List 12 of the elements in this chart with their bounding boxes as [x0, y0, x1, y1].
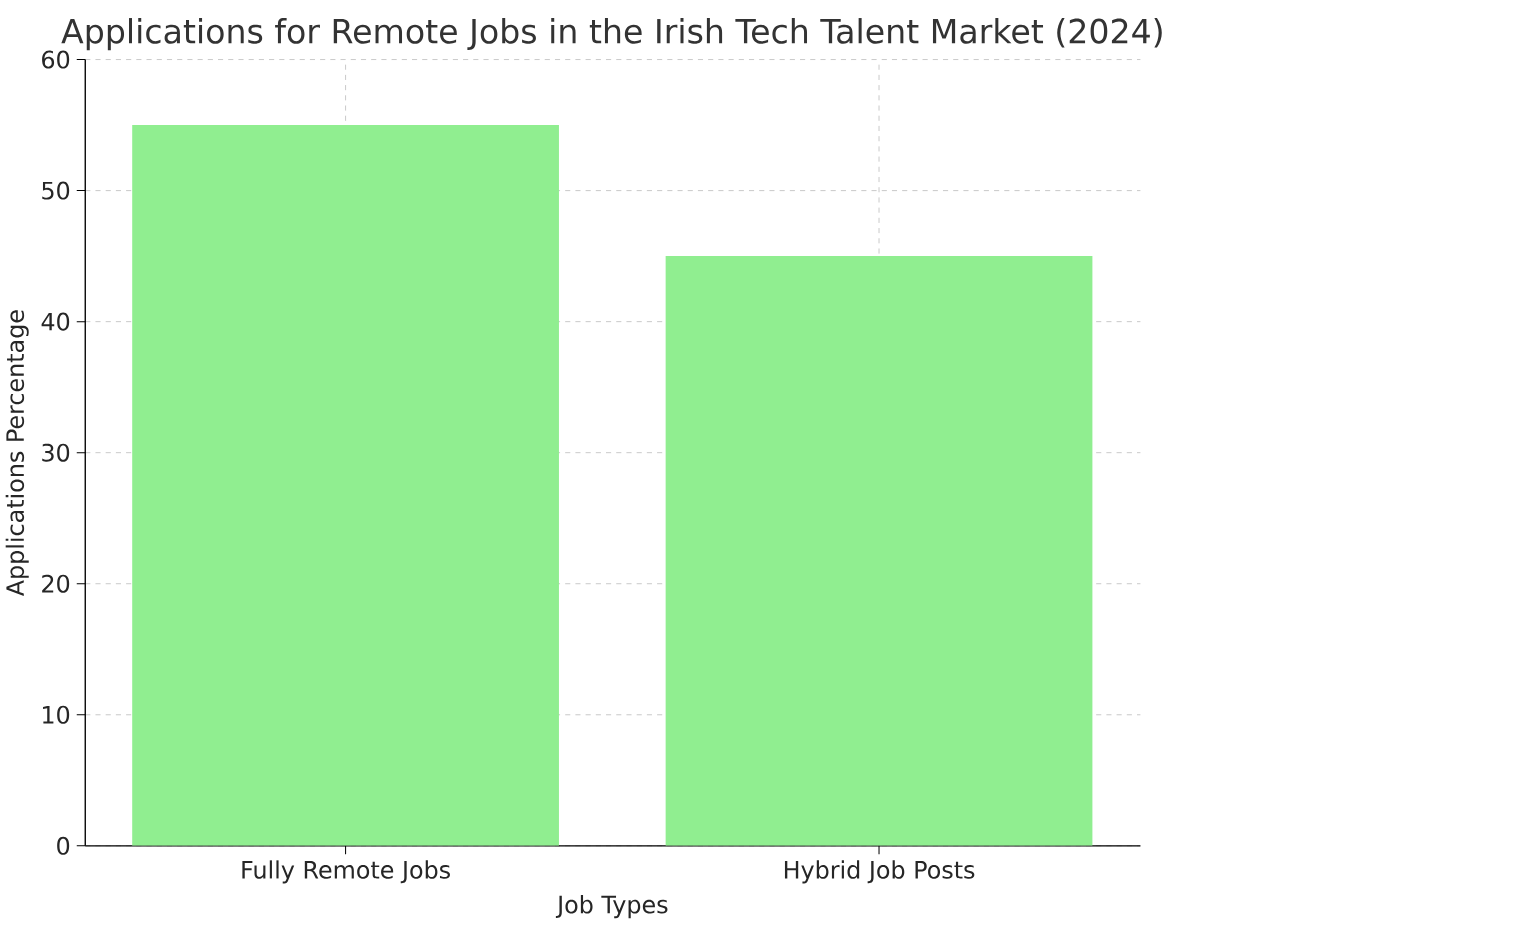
y-tick-label: 20	[42, 574, 70, 593]
y-axis-title: Applications Percentage	[5, 310, 29, 597]
y-tick-label: 60	[42, 50, 70, 69]
y-tick-label: 50	[42, 181, 70, 200]
y-tick-label: 10	[43, 705, 70, 724]
x-axis-title: Job Types	[555, 895, 668, 919]
y-tick-label: 0	[57, 836, 70, 855]
x-tick-label: Fully Remote Jobs	[242, 860, 450, 884]
x-tick-label: Hybrid Job Posts	[784, 860, 975, 884]
y-tick-label: 40	[41, 312, 70, 331]
y-tick-label: 30	[42, 443, 70, 462]
chart-title: Applications for Remote Jobs in the Irish Tech Talent Market (2024)	[61, 18, 1162, 51]
